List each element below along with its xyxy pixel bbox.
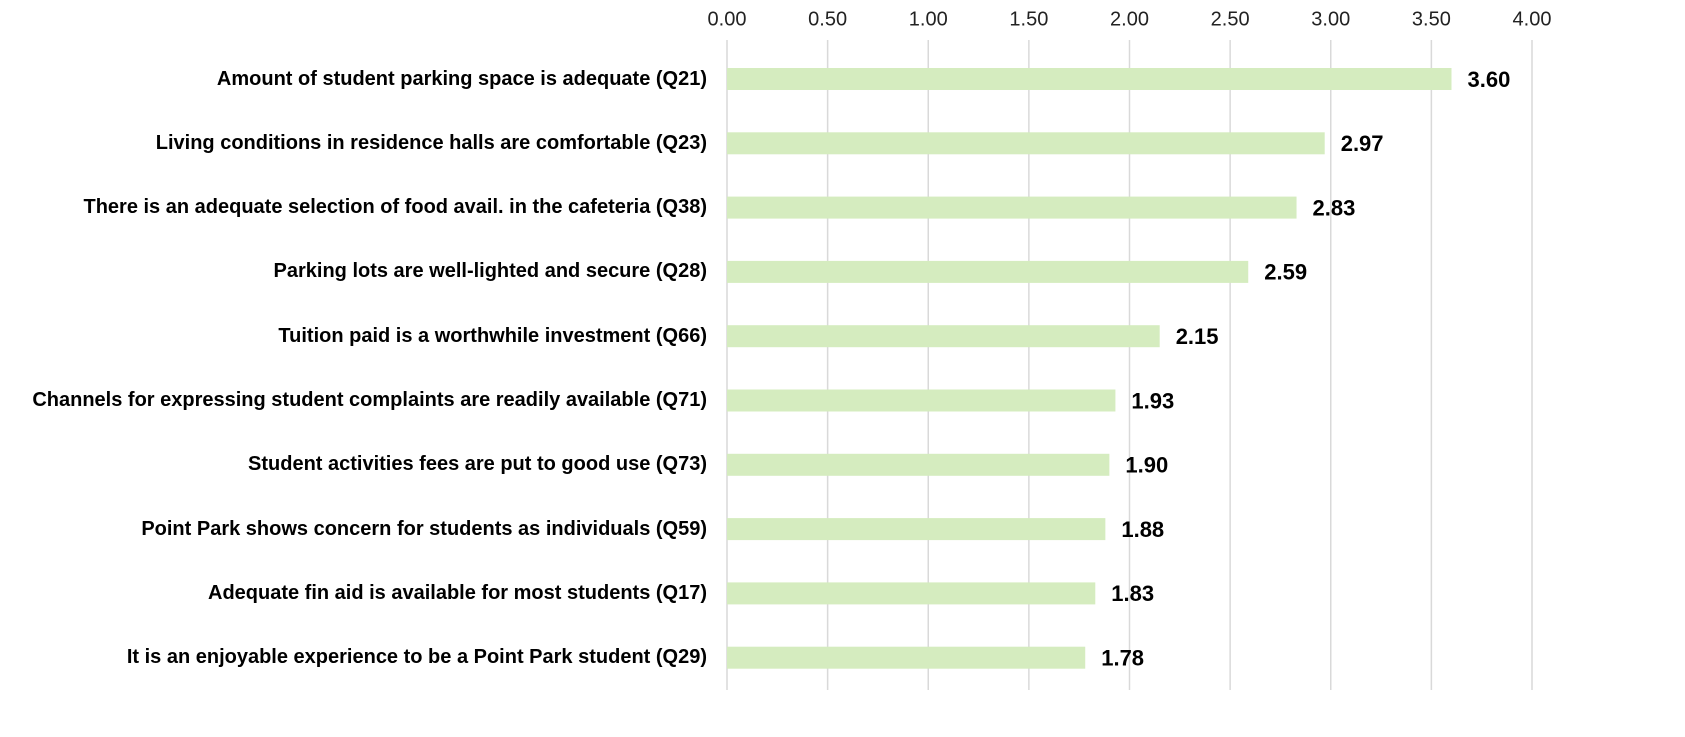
category-label-box: Tuition paid is a worthwhile investment … [278, 306, 707, 366]
x-tick-label: 0.00 [708, 8, 747, 30]
category-label-box: Channels for expressing student complain… [32, 371, 707, 431]
data-label: 2.15 [1176, 324, 1219, 349]
data-label: 1.93 [1131, 388, 1174, 413]
bar [727, 132, 1325, 155]
category-label-box: Adequate fin aid is available for most s… [208, 563, 707, 623]
x-tick-label: 4.00 [1513, 8, 1552, 30]
category-label: Point Park shows concern for students as… [141, 517, 707, 540]
bar [727, 325, 1160, 348]
x-tick-label: 1.00 [909, 8, 948, 30]
category-label-box: Point Park shows concern for students as… [141, 499, 707, 559]
x-tick-label: 2.50 [1211, 8, 1250, 30]
bar [727, 196, 1297, 219]
data-label: 1.78 [1101, 646, 1144, 671]
data-label: 2.83 [1313, 195, 1356, 220]
bar [727, 582, 1096, 605]
x-tick-label: 3.50 [1412, 8, 1451, 30]
x-tick-label: 2.00 [1110, 8, 1149, 30]
category-label: Tuition paid is a worthwhile investment … [278, 324, 707, 347]
data-label: 2.97 [1341, 131, 1384, 156]
data-label: 2.59 [1264, 260, 1307, 285]
category-label-box: It is an enjoyable experience to be a Po… [127, 628, 707, 688]
data-label: 3.60 [1468, 67, 1511, 92]
category-label: Adequate fin aid is available for most s… [208, 581, 707, 604]
category-label-box: Parking lots are well-lighted and secure… [274, 242, 707, 302]
category-label: Living conditions in residence halls are… [155, 131, 707, 154]
bar [727, 260, 1249, 283]
bar [727, 389, 1116, 412]
x-tick-label: 0.50 [808, 8, 847, 30]
category-label: It is an enjoyable experience to be a Po… [126, 646, 707, 669]
category-label: Amount of student parking space is adequ… [216, 67, 707, 90]
x-tick-label: 1.50 [1009, 8, 1048, 30]
x-tick-label: 3.00 [1311, 8, 1350, 30]
bar [727, 68, 1452, 90]
data-label: 1.90 [1125, 453, 1168, 478]
data-label: 1.88 [1121, 517, 1164, 542]
bar [727, 646, 1086, 669]
bar [727, 453, 1110, 476]
category-label: Parking lots are well-lighted and secure… [273, 260, 707, 283]
category-label-box: Living conditions in residence halls are… [156, 113, 707, 173]
category-label-box: There is an adequate selection of food a… [83, 178, 707, 238]
category-label: Channels for expressing student complain… [32, 389, 707, 411]
category-label: There is an adequate selection of food a… [83, 196, 707, 219]
category-label-box: Amount of student parking space is adequ… [217, 49, 707, 109]
data-label: 1.83 [1111, 581, 1154, 606]
category-label-box: Student activities fees are put to good … [248, 435, 707, 495]
category-label: Student activities fees are put to good … [248, 453, 707, 476]
bar [727, 518, 1106, 541]
